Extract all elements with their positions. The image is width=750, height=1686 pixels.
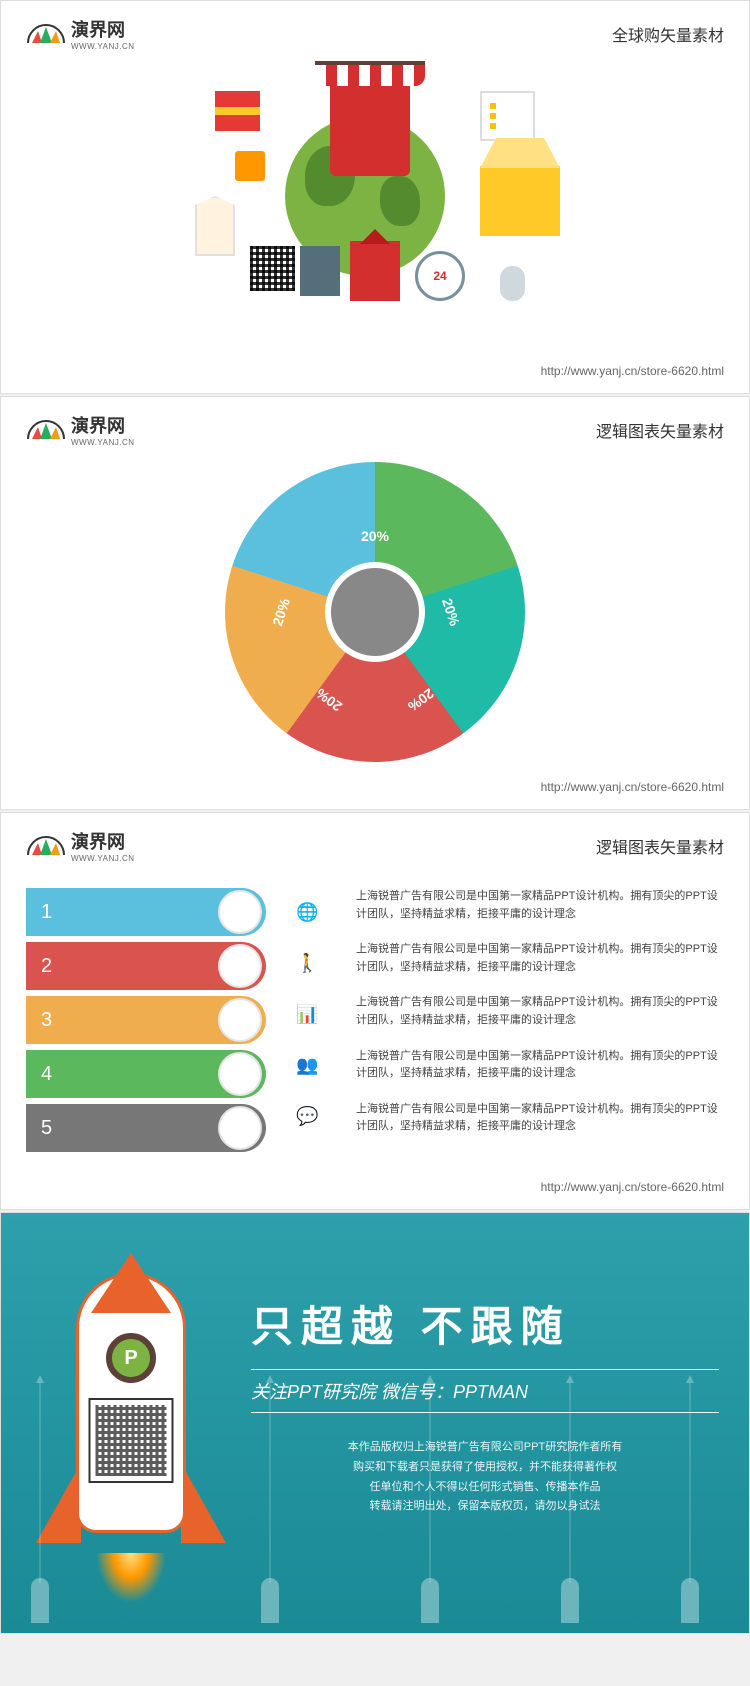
logo: 演界网 WWW.YANJ.CN	[26, 828, 135, 863]
slide-content: 1 2 3 4 5 🌐 🚶 📊 👥 💬 上海锐普广告有限公司是中国第一家精品PP…	[1, 868, 749, 1172]
slide-header: 演界网 WWW.YANJ.CN 全球购矢量素材	[1, 1, 749, 56]
chart-icon: 📊	[296, 1004, 326, 1025]
slide-footer-url: http://www.yanj.cn/store-6620.html	[1, 772, 749, 809]
mini-rocket-icon	[261, 1578, 279, 1623]
person-icon: 🚶	[296, 953, 326, 974]
slide-2: 演界网 WWW.YANJ.CN 逻辑图表矢量素材 20% 20% 20% 20%…	[0, 396, 750, 810]
slide-footer-url: http://www.yanj.cn/store-6620.html	[1, 356, 749, 393]
launch-pad	[1, 1573, 749, 1633]
pie-segment-pct: 20%	[439, 596, 463, 628]
list-bar-1: 1	[26, 888, 266, 936]
mini-rocket-icon	[681, 1578, 699, 1623]
logo-name: 演界网	[71, 828, 135, 854]
logo: 演界网 WWW.YANJ.CN	[26, 412, 135, 447]
calendar-icon	[235, 151, 265, 181]
slide-title: 逻辑图表矢量素材	[596, 834, 724, 858]
numbered-bars: 1 2 3 4 5	[26, 888, 266, 1152]
slide-content: 20% 20% 20% 20% 20%	[1, 452, 749, 772]
slide-header: 演界网 WWW.YANJ.CN 逻辑图表矢量素材	[1, 813, 749, 868]
mini-rocket-icon	[31, 1578, 49, 1623]
slide-4: P 只超越 不跟随 关注PPT研究院 微信号：PPTMAN 本作品版权归上海锐普…	[0, 1212, 750, 1634]
mini-rocket-icon	[421, 1578, 439, 1623]
list-text: 上海锐普广告有限公司是中国第一家精品PPT设计机构。拥有顶尖的PPT设计团队，坚…	[356, 888, 724, 923]
qr-code-icon	[250, 246, 295, 291]
slide-header: 演界网 WWW.YANJ.CN 逻辑图表矢量素材	[1, 397, 749, 452]
price-tag-icon	[195, 196, 235, 256]
pie-chart: 20% 20% 20% 20% 20%	[225, 462, 525, 762]
list-descriptions: 上海锐普广告有限公司是中国第一家精品PPT设计机构。拥有顶尖的PPT设计团队，坚…	[356, 888, 724, 1136]
globe-icon: 🌐	[296, 902, 326, 923]
logo-url: WWW.YANJ.CN	[71, 438, 135, 447]
slide-1: 演界网 WWW.YANJ.CN 全球购矢量素材 24 http://www.ya…	[0, 0, 750, 394]
logo-icon	[26, 417, 66, 442]
rocket-nose-icon	[91, 1253, 171, 1313]
logo-icon	[26, 21, 66, 46]
list-text: 上海锐普广告有限公司是中国第一家精品PPT设计机构。拥有顶尖的PPT设计团队，坚…	[356, 994, 724, 1029]
list-bar-5: 5	[26, 1104, 266, 1152]
clock-24-icon: 24	[415, 251, 465, 301]
logo-name: 演界网	[71, 16, 135, 42]
rocket-illustration: P	[31, 1253, 231, 1593]
shopping-illustration: 24	[165, 66, 585, 346]
list-bar-2: 2	[26, 942, 266, 990]
list-bar-4: 4	[26, 1050, 266, 1098]
logo: 演界网 WWW.YANJ.CN	[26, 16, 135, 51]
slide-title: 逻辑图表矢量素材	[596, 418, 724, 442]
cardboard-box-icon	[480, 166, 560, 236]
qr-code-icon	[89, 1398, 174, 1483]
shopping-bag-icon	[300, 246, 340, 296]
logo-url: WWW.YANJ.CN	[71, 42, 135, 51]
mouse-icon	[500, 266, 525, 301]
pie-segment-pct: 20%	[269, 596, 293, 628]
hero-subtitle: 关注PPT研究院 微信号：PPTMAN	[251, 1369, 719, 1413]
rocket-fin-icon	[181, 1463, 226, 1543]
list-text: 上海锐普广告有限公司是中国第一家精品PPT设计机构。拥有顶尖的PPT设计团队，坚…	[356, 1048, 724, 1083]
shopping-bag-red-icon	[350, 241, 400, 301]
logo-url: WWW.YANJ.CN	[71, 854, 135, 863]
logo-name: 演界网	[71, 412, 135, 438]
rocket-fin-icon	[36, 1463, 81, 1543]
logo-icon	[26, 833, 66, 858]
hero-title: 只超越 不跟随	[251, 1293, 719, 1354]
pie-segment-pct: 20%	[361, 528, 389, 544]
people-icon: 👥	[296, 1055, 326, 1076]
slide-content: 24	[1, 56, 749, 356]
phone-store-icon	[330, 76, 410, 176]
mini-rocket-icon	[561, 1578, 579, 1623]
gift-icon	[215, 91, 260, 131]
rocket-window-badge: P	[106, 1333, 156, 1383]
slide-3: 演界网 WWW.YANJ.CN 逻辑图表矢量素材 1 2 3 4 5 🌐 🚶 📊…	[0, 812, 750, 1210]
chat-icon: 💬	[296, 1106, 326, 1127]
list-text: 上海锐普广告有限公司是中国第一家精品PPT设计机构。拥有顶尖的PPT设计团队，坚…	[356, 941, 724, 976]
pie-center-globe-icon	[325, 562, 425, 662]
checklist-icon	[480, 91, 535, 141]
awning-icon	[315, 61, 425, 86]
copyright-text: 本作品版权归上海锐普广告有限公司PPT研究院作者所有 购买和下载者只是获得了使用…	[251, 1438, 719, 1517]
list-icons: 🌐 🚶 📊 👥 💬	[296, 888, 326, 1127]
pie-segment-pct: 20%	[405, 685, 437, 714]
list-bar-3: 3	[26, 996, 266, 1044]
list-text: 上海锐普广告有限公司是中国第一家精品PPT设计机构。拥有顶尖的PPT设计团队，坚…	[356, 1101, 724, 1136]
pie-segment-pct: 20%	[313, 685, 345, 714]
slide-footer-url: http://www.yanj.cn/store-6620.html	[1, 1172, 749, 1209]
slide-title: 全球购矢量素材	[612, 22, 724, 46]
